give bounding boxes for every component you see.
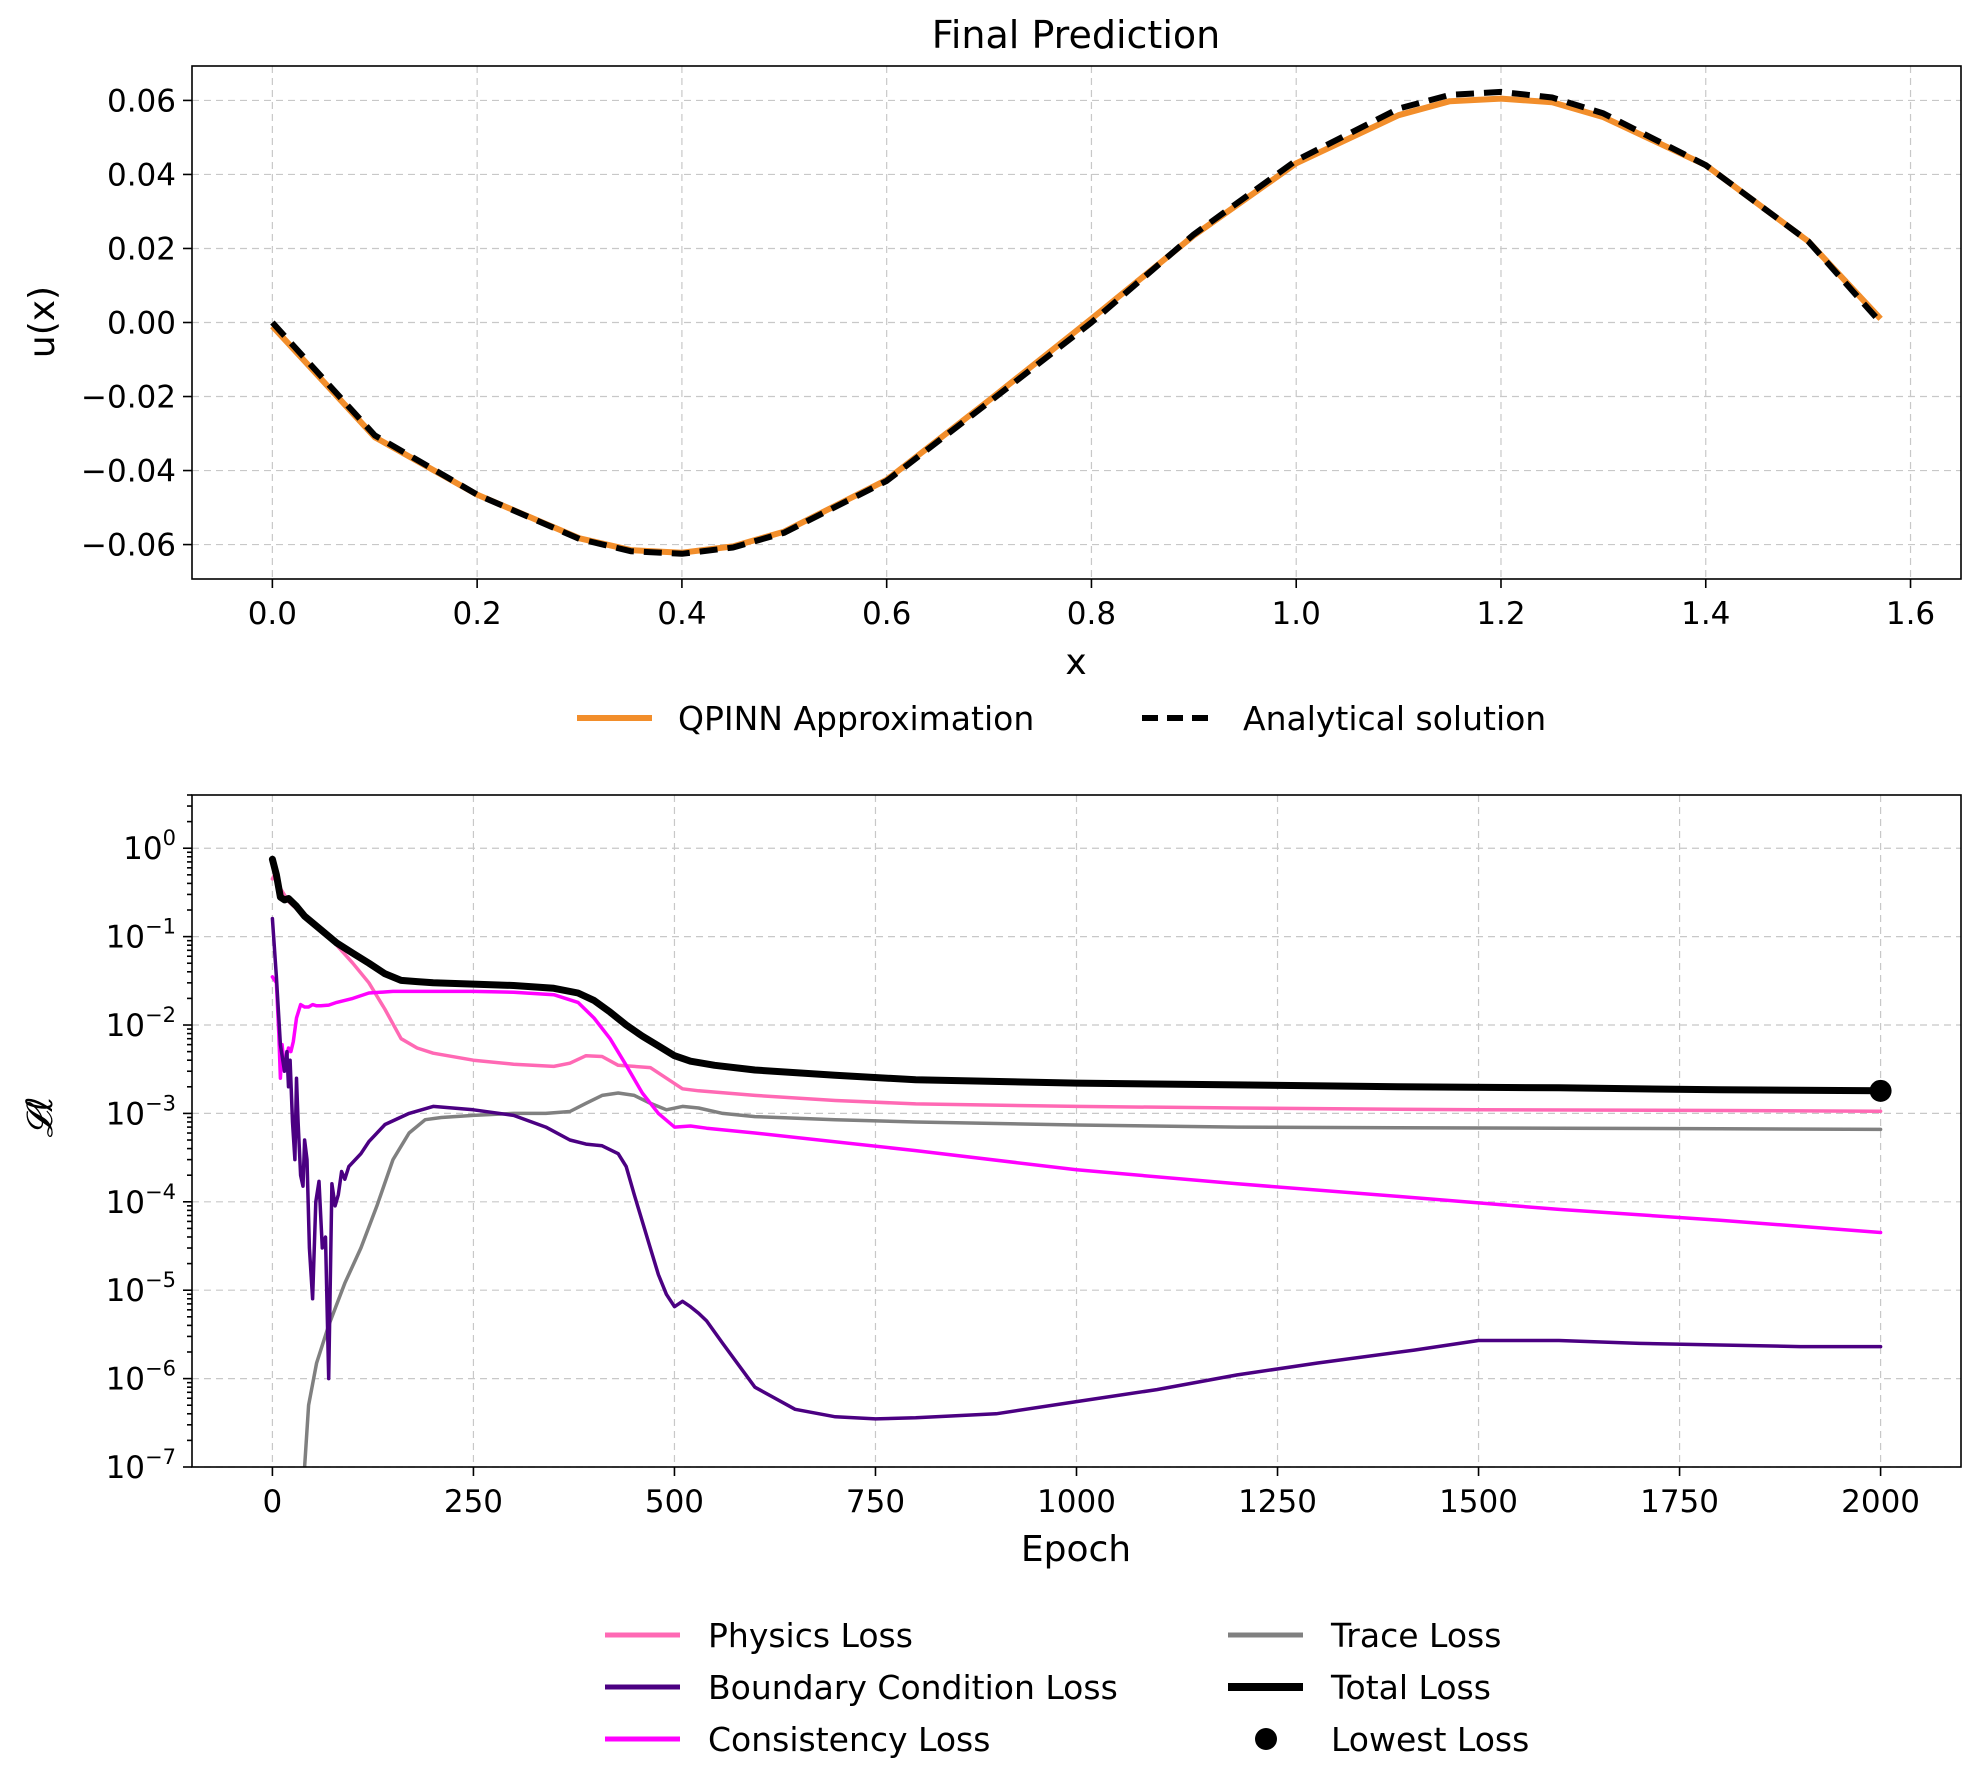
bottom-y-tick-label: 10−3 <box>106 1091 176 1132</box>
legend-label-consistency: Consistency Loss <box>708 1720 990 1759</box>
legend-label-boundary: Boundary Condition Loss <box>708 1668 1118 1707</box>
legend-label-qpinn: QPINN Approximation <box>678 699 1034 738</box>
top-x-tick-label: 1.0 <box>1272 596 1321 632</box>
bottom-x-tick-label: 500 <box>645 1484 704 1520</box>
series-qpinn-approximation <box>270 95 1883 556</box>
top-y-tick-label: 0.06 <box>107 83 176 119</box>
series-boundary-condition-loss <box>270 916 1883 1421</box>
series-trace-loss <box>302 1091 1883 1467</box>
top-series-group <box>270 88 1883 557</box>
top-gridlines <box>192 66 1961 579</box>
bottom-y-tick-label: 10−6 <box>106 1357 176 1398</box>
top-chart-title: Final Prediction <box>932 13 1220 57</box>
legend-label-physics: Physics Loss <box>708 1616 913 1655</box>
top-x-tick-label: 0.0 <box>248 596 297 632</box>
top-x-tick-label: 0.6 <box>862 596 911 632</box>
bottom-x-tick-label: 0 <box>263 1484 283 1520</box>
top-chart: Final Prediction 0.0 0.2 0.4 0.6 0.8 1.0 1.2 1.… <box>22 13 1962 738</box>
bottom-chart: 0 250 500 750 1000 1250 1500 1750 2000 10010−110… <box>20 794 1962 1759</box>
top-x-ticks: 0.0 0.2 0.4 0.6 0.8 1.0 1.2 1.4 1.6 <box>248 579 1935 632</box>
top-y-tick-label: 0.04 <box>107 157 176 193</box>
top-x-tick-label: 0.8 <box>1067 596 1116 632</box>
bottom-y-tick-label: 100 <box>123 826 176 867</box>
bottom-x-tick-label: 2000 <box>1841 1484 1920 1520</box>
legend-label-analytical: Analytical solution <box>1243 699 1546 738</box>
bottom-y-tick-label: 10−4 <box>106 1180 176 1221</box>
legend-label-lowest: Lowest Loss <box>1331 1720 1529 1759</box>
top-legend: QPINN Approximation Analytical solution <box>577 699 1546 738</box>
top-x-tick-label: 0.2 <box>452 596 501 632</box>
bottom-x-tick-label: 1500 <box>1439 1484 1518 1520</box>
top-y-tick-label: −0.02 <box>81 380 176 416</box>
bottom-x-tick-label: 250 <box>444 1484 503 1520</box>
bottom-y-axis-title: 𝓛ℓ <box>20 1096 61 1137</box>
bottom-x-ticks: 0 250 500 750 1000 1250 1500 1750 2000 <box>263 1467 1920 1520</box>
bottom-y-tick-label: 10−7 <box>106 1445 176 1486</box>
top-y-tick-label: 0.02 <box>107 231 176 267</box>
top-y-ticks: −0.06 −0.04 −0.02 0.00 0.02 0.04 0.06 <box>81 83 192 564</box>
top-x-axis-title: x <box>1065 642 1086 683</box>
bottom-y-ticks: 100 10−1 10−2 10−3 10−4 10−5 10−6 10−7 <box>106 794 192 1486</box>
bottom-y-tick-label: 10−1 <box>106 915 176 956</box>
top-y-tick-label: −0.04 <box>81 454 176 490</box>
bottom-x-tick-label: 750 <box>846 1484 905 1520</box>
bottom-x-axis-title: Epoch <box>1021 1529 1131 1570</box>
bottom-gridlines <box>192 795 1961 1468</box>
top-y-tick-label: 0.00 <box>107 306 176 342</box>
top-x-tick-label: 1.4 <box>1681 596 1730 632</box>
bottom-x-tick-label: 1750 <box>1640 1484 1719 1520</box>
top-y-axis-title: u(x) <box>22 286 63 358</box>
top-x-tick-label: 1.6 <box>1886 596 1935 632</box>
bottom-x-tick-label: 1000 <box>1037 1484 1116 1520</box>
bottom-series-group <box>268 855 1885 1467</box>
legend-swatch-lowest <box>1255 1728 1277 1750</box>
legend-label-trace: Trace Loss <box>1330 1616 1501 1655</box>
bottom-legend: Physics Loss Boundary Condition Loss Con… <box>605 1616 1529 1759</box>
top-x-tick-label: 1.2 <box>1476 596 1525 632</box>
top-y-tick-label: −0.06 <box>81 528 176 564</box>
bottom-x-tick-label: 1250 <box>1238 1484 1317 1520</box>
top-x-tick-label: 0.4 <box>657 596 706 632</box>
series-total-loss <box>268 855 1885 1095</box>
lowest-loss-marker <box>1869 1079 1892 1102</box>
bottom-y-tick-label: 10−2 <box>106 1003 176 1044</box>
bottom-y-tick-label: 10−5 <box>106 1268 176 1309</box>
legend-label-total: Total Loss <box>1330 1668 1491 1707</box>
series-analytical-solution <box>270 88 1883 557</box>
series-consistency-loss <box>270 975 1883 1235</box>
